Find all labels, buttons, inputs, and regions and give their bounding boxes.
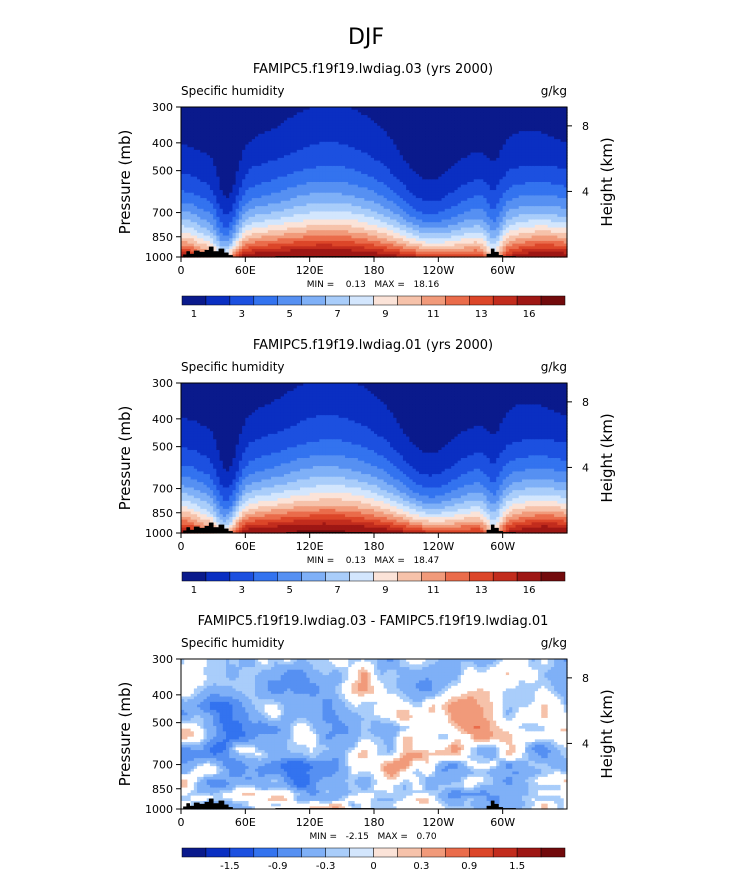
page-title: DJF [348,25,384,50]
panel-title: FAMIPC5.f19f19.lwdiag.03 (yrs 2000) [253,62,493,77]
heatmap-field [181,107,568,258]
figure: DJF FAMIPC5.f19f19.lwdiag.03 (yrs 2000) S… [0,0,733,888]
variable-label: Specific humidity [181,84,285,98]
panel-1: FAMIPC5.f19f19.lwdiag.03 (yrs 2000) Speci… [116,62,616,320]
units-label: g/kg [541,84,567,98]
